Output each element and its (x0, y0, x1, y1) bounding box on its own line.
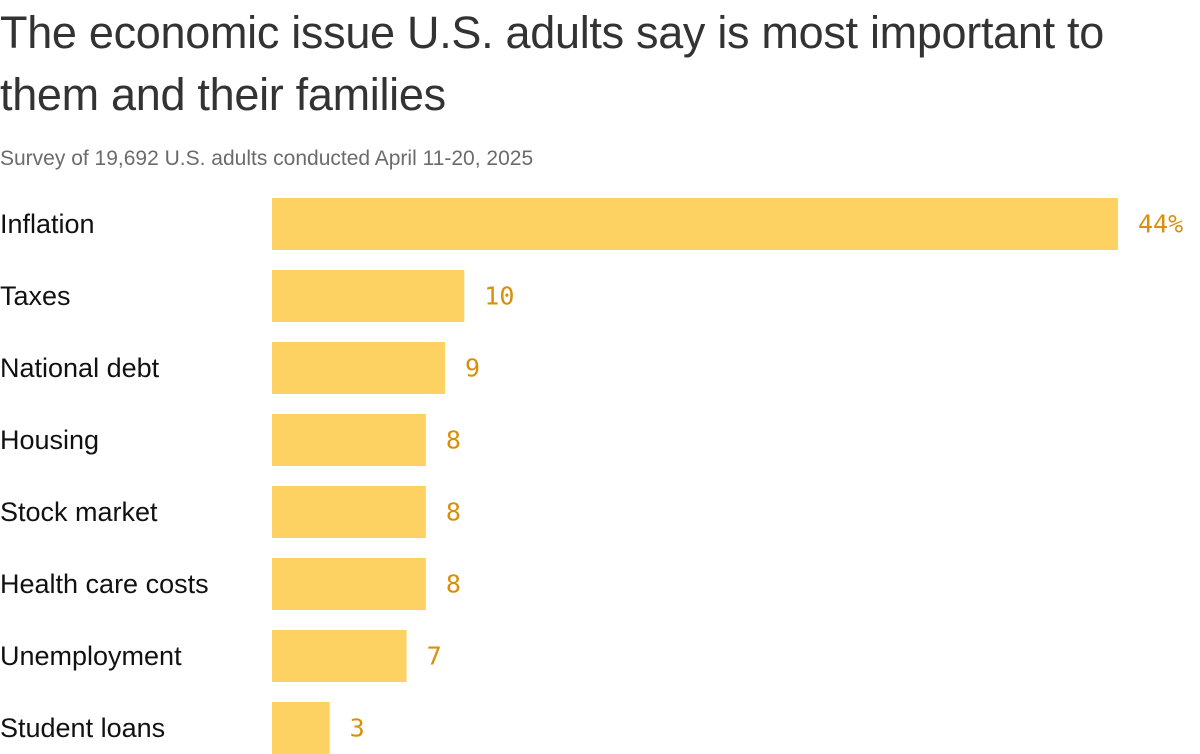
value-label-student-loans: 3 (350, 714, 365, 743)
chart-title: The economic issue U.S. adults say is mo… (0, 7, 1104, 120)
value-label-health-care-costs: 8 (446, 570, 461, 599)
category-label-student-loans: Student loans (0, 713, 165, 743)
value-label-national-debt: 9 (465, 354, 480, 383)
category-label-health-care-costs: Health care costs (0, 569, 209, 599)
chart-subtitle: Survey of 19,692 U.S. adults conducted A… (0, 147, 534, 170)
value-label-inflation: 44% (1138, 210, 1183, 239)
category-label-stock-market: Stock market (0, 497, 158, 527)
category-label-inflation: Inflation (0, 209, 95, 239)
bar-health-care-costs (272, 558, 426, 610)
bar-unemployment (272, 630, 407, 682)
value-label-stock-market: 8 (446, 498, 461, 527)
category-label-taxes: Taxes (0, 281, 71, 311)
bar-student-loans (272, 702, 330, 754)
bars-group: Inflation 44% Taxes 10 National debt 9 Housing… (0, 198, 1183, 754)
bar-national-debt (272, 342, 446, 394)
category-label-housing: Housing (0, 425, 99, 455)
value-label-housing: 8 (446, 426, 461, 455)
value-label-unemployment: 7 (427, 642, 442, 671)
value-label-taxes: 10 (484, 282, 514, 311)
bar-housing (272, 414, 426, 466)
category-label-unemployment: Unemployment (0, 641, 182, 671)
bar-inflation (272, 198, 1118, 250)
bar-taxes (272, 270, 465, 322)
bar-stock-market (272, 486, 426, 538)
category-label-national-debt: National debt (0, 353, 160, 383)
